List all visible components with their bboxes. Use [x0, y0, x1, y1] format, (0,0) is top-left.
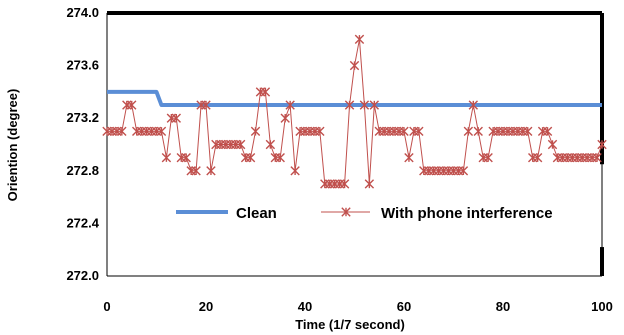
- interference-data-point: [354, 34, 365, 44]
- interference-data-point: [127, 100, 137, 110]
- interference-data-point: [523, 126, 533, 137]
- interference-data-point: [414, 126, 424, 137]
- x-tick-label: 20: [199, 299, 213, 314]
- x-axis-ticks: 0 20 40 60 80 100: [103, 299, 612, 314]
- interference-data-point: [290, 166, 300, 176]
- interference-data-point: [458, 166, 469, 176]
- interference-data-point: [191, 166, 201, 176]
- interference-data-point: [364, 179, 375, 189]
- interference-data-point: [369, 100, 379, 110]
- x-tick-label: 60: [397, 299, 411, 314]
- y-tick-label: 272.8: [66, 163, 99, 178]
- interference-data-point: [399, 126, 409, 137]
- x-axis-title: Time (1/7 second): [295, 317, 405, 332]
- interference-data-point: [542, 126, 553, 137]
- interference-data-point: [359, 100, 370, 110]
- x-tick-label: 0: [103, 299, 110, 314]
- interference-data-point: [463, 126, 474, 137]
- interference-data-point: [245, 152, 256, 163]
- legend-asterisk-marker: [341, 207, 351, 217]
- clean-series: [107, 89, 602, 108]
- interference-data-point: [344, 100, 355, 110]
- y-tick-label: 274.0: [66, 5, 99, 20]
- interference-data-point: [201, 100, 211, 110]
- interference-data-point: [171, 113, 181, 123]
- interference-data-point: [404, 152, 414, 163]
- interference-data-point: [532, 152, 543, 163]
- interference-data-point: [280, 113, 290, 123]
- plot-area: [106, 11, 604, 277]
- y-tick-label: 273.2: [66, 110, 99, 125]
- interference-data-point: [181, 152, 191, 163]
- x-tick-label: 80: [496, 299, 510, 314]
- x-tick-label: 40: [298, 299, 312, 314]
- x-tick-label: 100: [591, 299, 613, 314]
- y-axis-title: Oriention (degree): [5, 89, 20, 202]
- y-tick-label: 273.6: [66, 58, 99, 73]
- interference-data-point: [349, 60, 360, 71]
- interference-data-point: [156, 126, 167, 137]
- interference-data-point: [206, 166, 216, 176]
- legend-clean-label: Clean: [236, 205, 277, 222]
- interference-data-point: [468, 100, 478, 110]
- y-axis-ticks: 272.0 272.4 272.8 273.2 273.6 274.0: [66, 5, 99, 283]
- interference-data-point: [339, 179, 350, 189]
- interference-data-point: [547, 139, 558, 150]
- interference-data-point: [117, 126, 127, 137]
- interference-data-point: [285, 100, 295, 110]
- interference-data-point: [473, 126, 483, 137]
- interference-series-line: [107, 39, 603, 185]
- phone-interference-series: [102, 34, 607, 189]
- legend-interference-label: With phone interference: [381, 205, 553, 222]
- interference-data-point: [235, 139, 246, 150]
- interference-data-point: [275, 152, 285, 163]
- y-tick-label: 272.4: [66, 215, 99, 230]
- clean-series-line: [107, 89, 602, 108]
- interference-data-point: [250, 126, 261, 137]
- y-tick-label: 272.0: [66, 268, 99, 283]
- interference-data-point: [161, 152, 172, 163]
- interference-data-point: [260, 87, 271, 97]
- legend-interference-marker: [341, 207, 351, 217]
- interference-data-point: [592, 152, 602, 163]
- legend: Clean With phone interference: [176, 205, 553, 222]
- interference-data-point: [265, 139, 276, 150]
- interference-data-point: [483, 152, 493, 163]
- interference-data-point: [597, 139, 607, 150]
- interference-data-point: [315, 126, 325, 137]
